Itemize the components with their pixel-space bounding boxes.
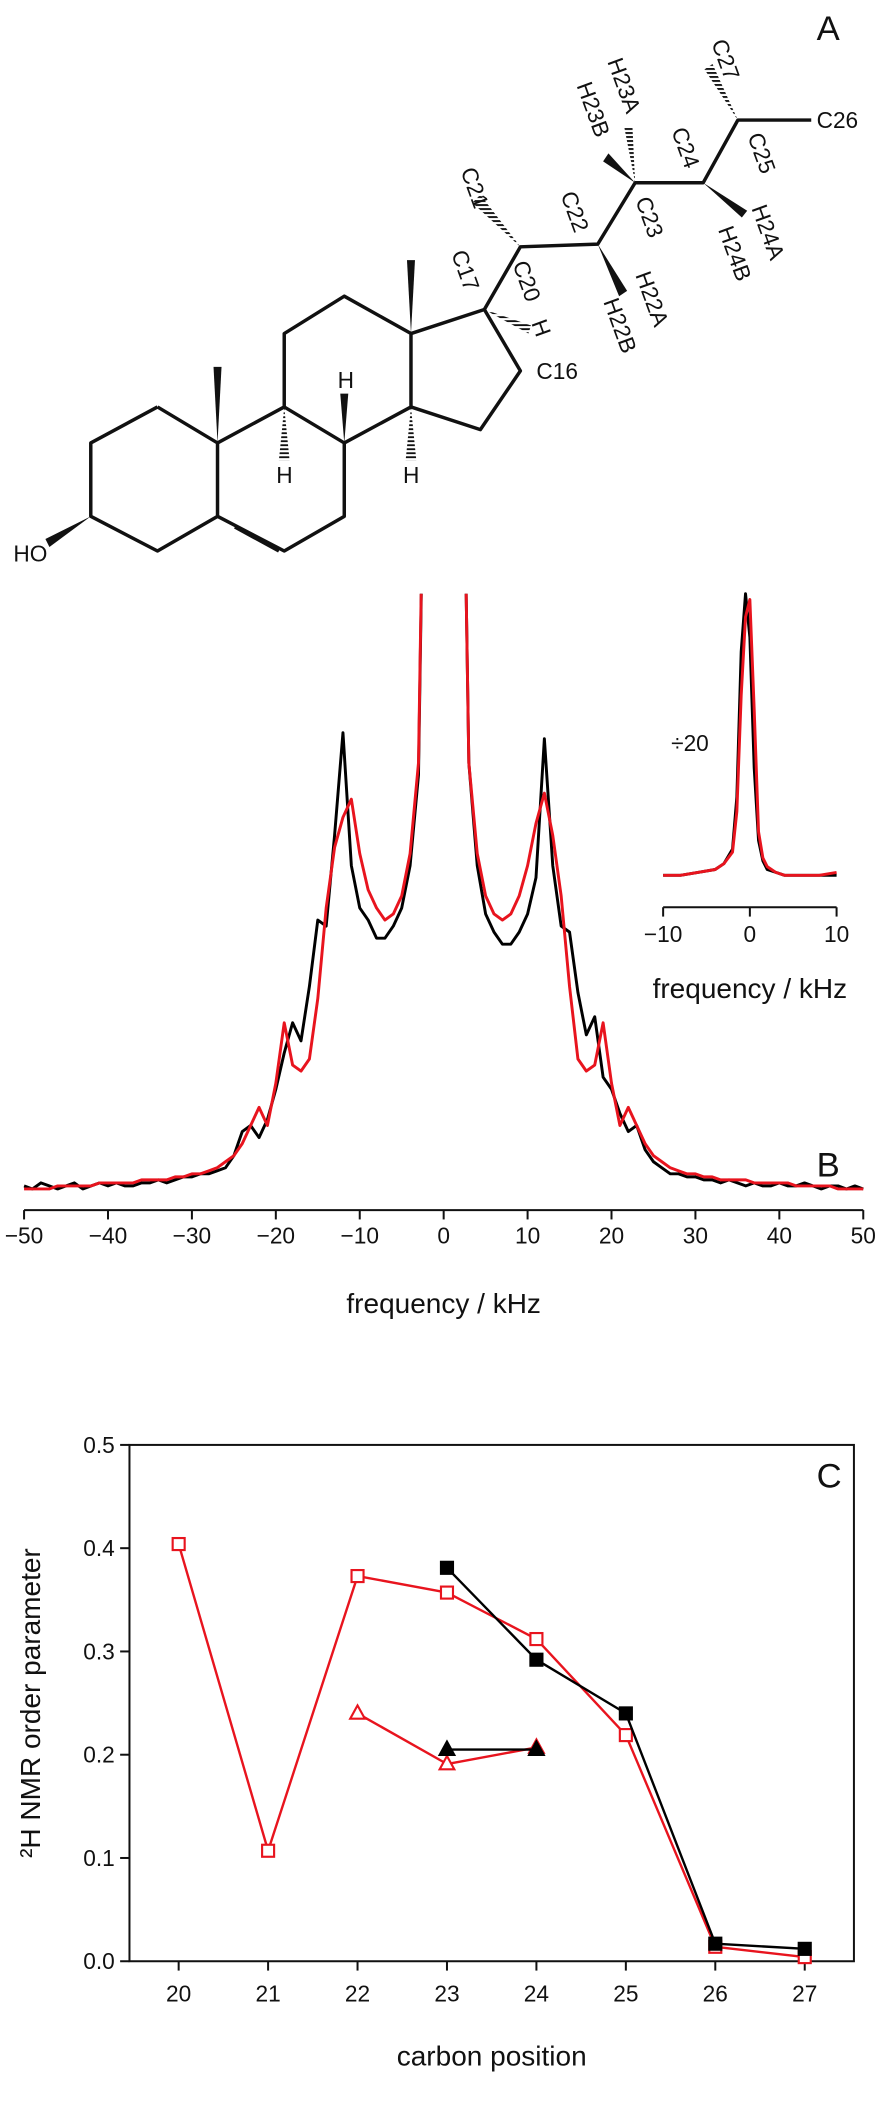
y-tick-label: 0.4 <box>83 1535 115 1561</box>
plot-frame <box>128 1443 855 1963</box>
x-tick-label: 26 <box>703 1980 728 2006</box>
marker <box>348 1703 367 1720</box>
x-tick-label: −40 <box>89 1222 127 1248</box>
atom-label: H22B <box>598 294 642 356</box>
atom-label: C25 <box>742 129 781 177</box>
atom-label: C20 <box>508 257 547 305</box>
x-tick-label: 10 <box>824 921 849 947</box>
marker <box>529 1631 544 1647</box>
atom-label: H <box>338 367 354 393</box>
marker <box>797 1941 812 1956</box>
x-tick-label: 21 <box>255 1980 280 2006</box>
marker <box>350 1568 365 1584</box>
x-tick-label: 22 <box>345 1980 370 2006</box>
marker <box>439 1585 455 1600</box>
x-tick-label: −10 <box>644 921 682 947</box>
marker <box>618 1706 633 1721</box>
x-tick-label: 50 <box>851 1222 876 1248</box>
series-line <box>663 598 837 877</box>
x-tick-label: −50 <box>5 1222 43 1248</box>
x-axis-label: frequency / kHz <box>653 973 848 1004</box>
atom-label: C23 <box>630 193 669 241</box>
x-tick-label: 27 <box>792 1980 817 2006</box>
x-tick-label: 0 <box>437 1222 450 1248</box>
panel-label: A <box>817 10 841 48</box>
x-axis-label: carbon position <box>397 2040 587 2071</box>
atom-label: C21 <box>456 164 495 212</box>
marker <box>437 1753 457 1771</box>
x-tick-label: 25 <box>613 1980 638 2006</box>
y-tick-label: 0.0 <box>83 1948 115 1974</box>
panel-label: B <box>817 1147 840 1185</box>
atom-label: C26 <box>817 107 859 133</box>
atom-label: C24 <box>666 124 705 172</box>
y-tick-label: 0.5 <box>83 1432 115 1458</box>
x-tick-label: −10 <box>341 1222 379 1248</box>
x-tick-label: 20 <box>166 1980 191 2006</box>
atom-label: C17 <box>446 246 485 294</box>
series-line <box>177 1543 805 1959</box>
marker <box>171 1536 186 1552</box>
x-tick-label: 30 <box>683 1222 708 1248</box>
x-tick-label: 24 <box>524 1980 549 2006</box>
series-line <box>23 593 864 1191</box>
series-line <box>24 593 864 1191</box>
y-tick-label: 0.2 <box>83 1742 115 1768</box>
marker <box>527 1739 546 1756</box>
marker <box>261 1843 276 1858</box>
x-tick-label: 40 <box>767 1222 792 1248</box>
atom-label: H <box>526 316 556 340</box>
marker <box>437 1739 457 1756</box>
atom-label: H23A <box>602 54 646 117</box>
marker <box>529 1652 544 1667</box>
series-line <box>446 1566 805 1951</box>
atom-label: HO <box>13 541 47 567</box>
atom-label: C16 <box>536 358 578 384</box>
y-tick-label: 0.3 <box>83 1638 115 1664</box>
atom-label: H <box>403 462 419 488</box>
x-tick-label: 0 <box>744 921 757 947</box>
molecule-structure <box>45 64 812 553</box>
x-tick-label: −20 <box>257 1222 295 1248</box>
x-tick-label: 20 <box>599 1222 624 1248</box>
y-tick-label: 0.1 <box>83 1845 115 1871</box>
atom-label: H24A <box>746 201 790 264</box>
panel-label: C <box>817 1458 842 1496</box>
atom-label: H24B <box>713 222 757 284</box>
atom-label: H <box>276 462 292 488</box>
annotation: ÷20 <box>671 730 709 756</box>
x-tick-label: 23 <box>434 1980 459 2006</box>
y-axis-label: ²H NMR order parameter <box>15 1548 46 1858</box>
marker <box>618 1728 633 1743</box>
atom-label: C22 <box>556 188 595 236</box>
x-tick-label: −30 <box>173 1222 211 1248</box>
x-tick-label: 10 <box>515 1222 540 1248</box>
marker <box>708 1936 723 1951</box>
x-axis-label: frequency / kHz <box>346 1288 541 1319</box>
marker <box>439 1560 455 1575</box>
atom-label: H23B <box>572 78 616 140</box>
atom-label: H22A <box>630 268 674 331</box>
